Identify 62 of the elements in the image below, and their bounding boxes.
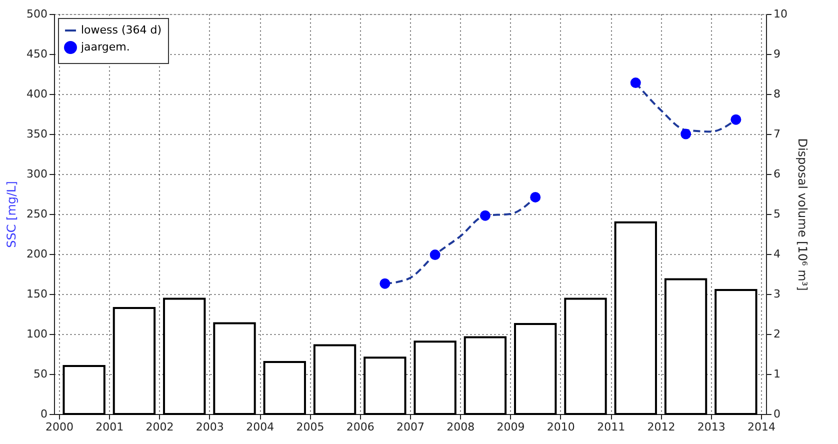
bar bbox=[263, 361, 306, 415]
y2-tick-label: 1 bbox=[774, 368, 780, 380]
y2-tick-label: 9 bbox=[774, 48, 780, 60]
x-tick-label: 2012 bbox=[647, 420, 676, 434]
x-tick-label: 2001 bbox=[96, 420, 124, 434]
y-axis-title: SSC [mg/L] bbox=[4, 181, 19, 248]
bar bbox=[163, 298, 206, 415]
x-tick-label: 2003 bbox=[196, 420, 224, 434]
x-tick-label: 2007 bbox=[396, 420, 424, 434]
y-tick-label: 100 bbox=[26, 328, 48, 340]
bar bbox=[614, 221, 657, 415]
bar bbox=[213, 322, 256, 415]
y2-axis-title: Disposal volume [10⁶ m³] bbox=[795, 138, 810, 291]
x-tick-label: 2011 bbox=[597, 420, 626, 434]
x-tick-label: 2005 bbox=[296, 420, 324, 434]
y-tick-label: 450 bbox=[26, 48, 48, 60]
bar bbox=[112, 307, 156, 415]
bar bbox=[414, 340, 456, 415]
point bbox=[630, 78, 641, 88]
y2-tick-label: 6 bbox=[774, 168, 780, 180]
point bbox=[480, 210, 490, 221]
point bbox=[730, 114, 742, 125]
point bbox=[530, 192, 541, 202]
x-tick-label: 2006 bbox=[346, 420, 374, 434]
x-tick-label: 2010 bbox=[546, 420, 575, 434]
point bbox=[680, 128, 692, 140]
bar bbox=[564, 298, 607, 415]
y-tick-label: 500 bbox=[26, 8, 48, 20]
point bbox=[380, 278, 390, 289]
y-tick-label: 0 bbox=[40, 408, 48, 420]
y-tick-label: 350 bbox=[26, 128, 48, 140]
legend-label: jaargem. bbox=[80, 40, 130, 54]
x-tick-label: 2013 bbox=[697, 420, 726, 434]
y2-tick-label: 8 bbox=[774, 88, 780, 100]
bar bbox=[664, 278, 708, 415]
y2-tick-label: 2 bbox=[774, 328, 780, 340]
y-tick-label: 150 bbox=[26, 288, 48, 300]
bar bbox=[62, 365, 106, 415]
y-tick-label: 200 bbox=[26, 248, 48, 260]
bar bbox=[514, 323, 557, 415]
x-tick-label: 2000 bbox=[46, 420, 74, 434]
y2-tick-label: 3 bbox=[774, 288, 780, 300]
bar bbox=[714, 289, 758, 415]
y2-tick-label: 0 bbox=[774, 408, 780, 420]
y-tick-label: 50 bbox=[34, 368, 48, 380]
x-tick-label: 2008 bbox=[446, 420, 475, 434]
y2-tick-label: 10 bbox=[774, 8, 788, 20]
bar bbox=[464, 336, 507, 415]
x-tick-label: 2002 bbox=[146, 420, 174, 434]
y2-tick-label: 7 bbox=[774, 128, 780, 140]
x-tick-label: 2014 bbox=[748, 420, 776, 434]
y-tick-label: 250 bbox=[26, 208, 48, 220]
y-tick-label: 400 bbox=[26, 88, 48, 100]
bar bbox=[364, 356, 406, 415]
x-tick-label: 2004 bbox=[246, 420, 274, 434]
y2-tick-label: 5 bbox=[774, 208, 780, 220]
y2-tick-label: 4 bbox=[774, 248, 780, 260]
legend-label: lowess (364 d) bbox=[81, 24, 162, 36]
y-tick-label: 300 bbox=[26, 168, 48, 180]
point bbox=[430, 250, 440, 260]
x-tick-label: 2009 bbox=[496, 420, 525, 434]
bar bbox=[313, 344, 356, 415]
